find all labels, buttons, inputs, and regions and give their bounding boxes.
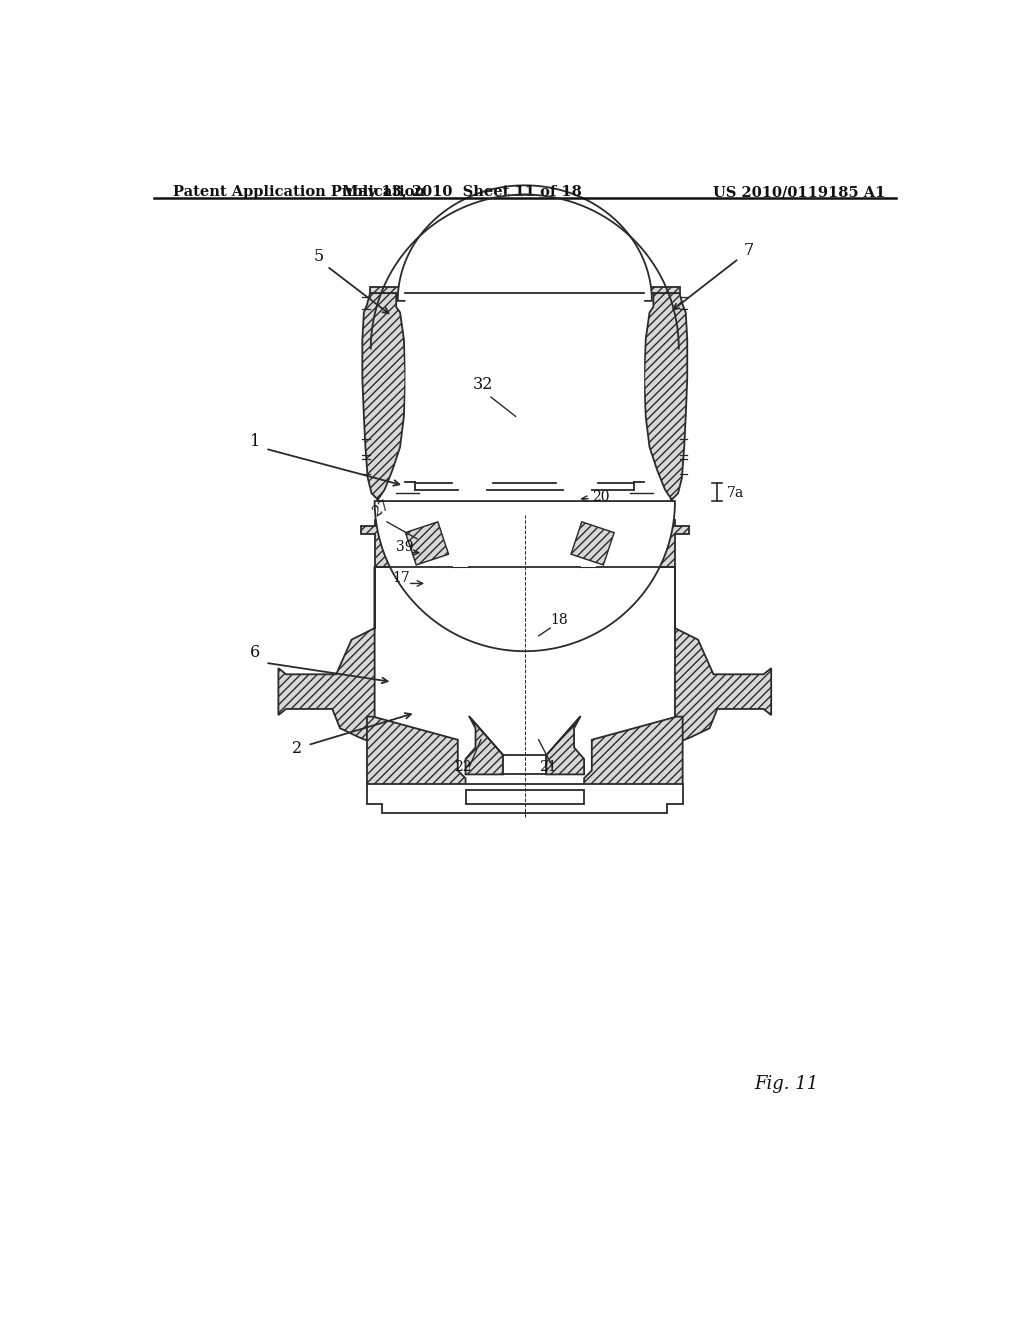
Polygon shape bbox=[584, 717, 683, 789]
Polygon shape bbox=[675, 566, 771, 743]
Text: 7a: 7a bbox=[727, 486, 744, 499]
Text: 22: 22 bbox=[454, 760, 471, 775]
Polygon shape bbox=[360, 520, 466, 566]
Polygon shape bbox=[469, 520, 581, 566]
Polygon shape bbox=[406, 521, 449, 565]
Text: 7: 7 bbox=[743, 243, 754, 259]
Text: May 13, 2010  Sheet 11 of 18: May 13, 2010 Sheet 11 of 18 bbox=[342, 185, 582, 199]
Polygon shape bbox=[644, 293, 687, 502]
Polygon shape bbox=[370, 286, 680, 293]
Polygon shape bbox=[367, 784, 683, 813]
Text: 32: 32 bbox=[473, 376, 494, 393]
Text: 1: 1 bbox=[250, 433, 260, 450]
Text: 20: 20 bbox=[593, 490, 610, 504]
Polygon shape bbox=[367, 717, 466, 789]
Text: Patent Application Publication: Patent Application Publication bbox=[173, 185, 425, 199]
Text: 39: 39 bbox=[396, 540, 414, 554]
Text: Fig. 11: Fig. 11 bbox=[755, 1074, 818, 1093]
Text: 17: 17 bbox=[392, 572, 410, 585]
Polygon shape bbox=[375, 502, 675, 651]
Text: 27: 27 bbox=[370, 498, 392, 520]
Polygon shape bbox=[466, 789, 584, 804]
Polygon shape bbox=[452, 482, 494, 598]
Polygon shape bbox=[503, 755, 547, 775]
Text: 5: 5 bbox=[313, 248, 324, 265]
Polygon shape bbox=[556, 482, 598, 598]
Polygon shape bbox=[584, 520, 689, 566]
Text: 18: 18 bbox=[550, 614, 568, 627]
Polygon shape bbox=[397, 185, 652, 301]
Polygon shape bbox=[466, 717, 503, 775]
Text: 6: 6 bbox=[250, 644, 260, 661]
Polygon shape bbox=[279, 566, 375, 743]
Text: 2: 2 bbox=[292, 739, 302, 756]
Text: US 2010/0119185 A1: US 2010/0119185 A1 bbox=[713, 185, 885, 199]
Polygon shape bbox=[547, 717, 584, 775]
Polygon shape bbox=[362, 293, 406, 502]
Polygon shape bbox=[406, 292, 644, 512]
Polygon shape bbox=[571, 521, 614, 565]
Text: 21: 21 bbox=[539, 760, 556, 775]
